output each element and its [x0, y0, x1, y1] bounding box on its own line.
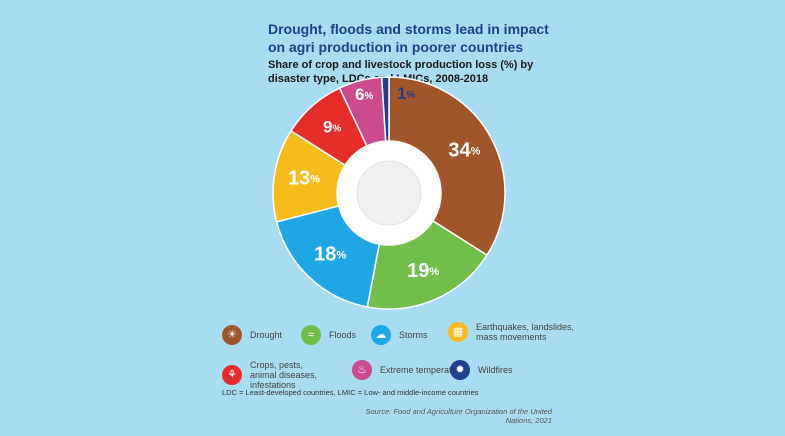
- slice-label-wildfires: 1%: [397, 84, 415, 103]
- slice-label-drought: 34%: [448, 140, 480, 162]
- footnote: LDC = Least-developed countries, LMIC = …: [222, 388, 479, 397]
- slice-label-crops: 9%: [323, 118, 341, 137]
- earthquakes-icon: ▦: [448, 322, 468, 342]
- legend-item-drought: ☀ Drought: [222, 325, 282, 345]
- legend-item-extreme-temperatures: ♨ Extreme temperatures: [352, 360, 469, 380]
- storms-icon: ☁: [371, 325, 391, 345]
- slice-label-earthquakes: 13%: [288, 168, 320, 190]
- legend-label: Wildfires: [478, 365, 513, 375]
- floods-icon: ≈: [301, 325, 321, 345]
- chart-title: Drought, floods and storms lead in impac…: [268, 21, 549, 55]
- legend-item-wildfires: ✹ Wildfires: [450, 360, 513, 380]
- legend-item-earthquakes: ▦ Earthquakes, landslides, mass movements: [448, 322, 586, 342]
- slice-label-storms: 18%: [314, 244, 346, 266]
- legend-label: Storms: [399, 330, 428, 340]
- legend-item-storms: ☁ Storms: [371, 325, 428, 345]
- crops-pests-icon: ⚘: [222, 365, 242, 385]
- drought-icon: ☀: [222, 325, 242, 345]
- wildfires-icon: ✹: [450, 360, 470, 380]
- legend-label: Floods: [329, 330, 357, 340]
- donut-hole-inner: [356, 160, 422, 226]
- legend-label: Extreme temperatures: [380, 365, 470, 375]
- slice-label-floods: 19%: [407, 260, 439, 282]
- slice-label-extreme-temperatures: 6%: [355, 86, 373, 105]
- legend-item-floods: ≈ Floods: [301, 325, 356, 345]
- legend-label: Crops, pests, animal diseases, infestati…: [250, 360, 318, 390]
- legend-item-crops: ⚘ Crops, pests, animal diseases, infestat…: [222, 360, 332, 390]
- legend-label: Drought: [250, 330, 283, 340]
- extreme-temperatures-icon: ♨: [352, 360, 372, 380]
- legend-label: Earthquakes, landslides, mass movements: [476, 322, 575, 342]
- source-note: Source: Food and Agriculture Organizatio…: [365, 407, 553, 425]
